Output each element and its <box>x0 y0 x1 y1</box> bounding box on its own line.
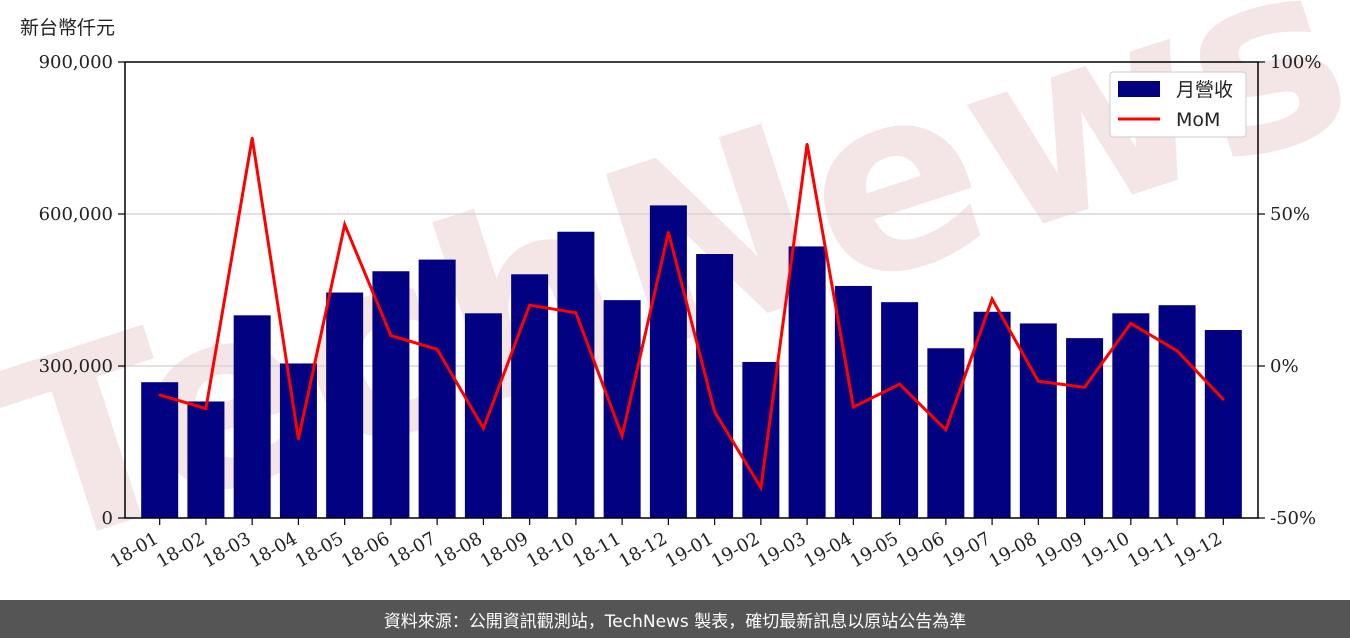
x-tick-label: 19-09 <box>1032 528 1087 572</box>
mom-point <box>1083 386 1086 389</box>
bar <box>973 311 1011 518</box>
x-tick-label: 18-07 <box>384 528 439 572</box>
mom-point <box>1037 380 1040 383</box>
y-left-tick-label: 0 <box>102 508 113 529</box>
bar <box>1204 330 1242 518</box>
y-right-tick-label: 50% <box>1270 204 1310 225</box>
mom-line <box>159 137 1225 492</box>
footer-text: 資料來源：公開資訊觀測站，TechNews 製表，確切最新訊息以原站公告為準 <box>383 611 967 632</box>
unit-label: 新台幣仟元 <box>20 17 115 39</box>
x-tick-label: 18-05 <box>292 528 347 572</box>
mom-point <box>528 304 531 307</box>
bar <box>326 292 364 518</box>
mom-point <box>1129 322 1133 325</box>
mom-point <box>805 142 809 146</box>
bar <box>141 382 179 518</box>
bar <box>1112 313 1150 518</box>
x-tick-label: 19-02 <box>708 528 763 572</box>
chart: TechNews 新台幣仟元 0300,000600,000900,000-50… <box>0 0 1350 600</box>
x-tick-label: 19-07 <box>939 528 994 572</box>
y-right-tick-label: -50% <box>1270 508 1316 529</box>
x-tick-label: 19-04 <box>800 528 855 572</box>
mom-point <box>250 136 254 140</box>
x-tick-label: 18-11 <box>569 528 624 572</box>
x-tick-label: 19-05 <box>847 528 902 572</box>
y-left-tick-label: 900,000 <box>39 52 113 73</box>
mom-point <box>343 223 346 226</box>
x-tick-label: 19-11 <box>1124 528 1179 572</box>
mom-point <box>990 297 994 301</box>
mom-point <box>1222 398 1225 401</box>
x-tick-label: 19-03 <box>754 528 809 572</box>
y-left-tick-label: 300,000 <box>39 356 113 377</box>
bar <box>372 271 410 518</box>
legend-line-label: MoM <box>1176 109 1220 131</box>
mom-point <box>944 428 948 432</box>
mom-point <box>158 393 161 397</box>
legend-bar-label: 月營收 <box>1176 79 1233 101</box>
bar <box>788 246 826 518</box>
bar <box>233 315 271 518</box>
x-tick-label: 19-08 <box>985 528 1040 572</box>
legend-bar-swatch <box>1118 81 1160 97</box>
x-tick-label: 19-06 <box>893 528 948 572</box>
mom-point <box>852 405 855 409</box>
x-tick-label: 18-10 <box>523 528 578 572</box>
mom-point <box>667 231 670 234</box>
bar-series <box>141 205 1242 519</box>
x-tick-label: 19-10 <box>1078 528 1133 572</box>
source-footer: 資料來源：公開資訊觀測站，TechNews 製表，確切最新訊息以原站公告為準 <box>0 600 1350 638</box>
mom-point <box>759 486 763 489</box>
mom-point <box>574 311 578 314</box>
mom-point <box>713 410 716 413</box>
y-right-tick-label: 0% <box>1270 356 1299 377</box>
mom-point <box>389 334 393 337</box>
bar <box>927 348 965 518</box>
bar <box>1066 338 1104 518</box>
mom-point <box>1175 349 1179 352</box>
bar <box>1158 305 1196 518</box>
y-right-tick-label: 100% <box>1270 52 1321 73</box>
mom-point <box>620 434 624 438</box>
bar <box>557 231 595 518</box>
x-tick-label: 18-09 <box>477 528 532 572</box>
mom-point <box>898 383 901 386</box>
x-tick-label: 19-12 <box>1170 528 1225 572</box>
mom-point <box>297 437 300 441</box>
bar <box>1019 323 1057 518</box>
x-tick-label: 19-01 <box>662 528 717 572</box>
bar <box>696 254 734 518</box>
y-left-tick-label: 600,000 <box>39 204 113 225</box>
bar <box>418 259 456 518</box>
mom-point <box>482 427 485 430</box>
plot-frame <box>124 61 1259 519</box>
bar <box>649 205 687 519</box>
bar <box>464 313 502 518</box>
mom-series <box>158 136 1225 492</box>
legend: 月營收 MoM <box>1109 71 1247 138</box>
bar <box>279 363 317 518</box>
bar <box>187 401 225 518</box>
bar <box>511 274 549 518</box>
bar <box>603 300 641 518</box>
bar <box>881 302 919 518</box>
x-tick-label: 18-08 <box>430 528 485 572</box>
mom-point <box>204 407 208 410</box>
mom-point <box>435 348 439 351</box>
x-tick-label: 18-06 <box>338 528 393 572</box>
x-tick-label: 18-12 <box>615 528 670 572</box>
